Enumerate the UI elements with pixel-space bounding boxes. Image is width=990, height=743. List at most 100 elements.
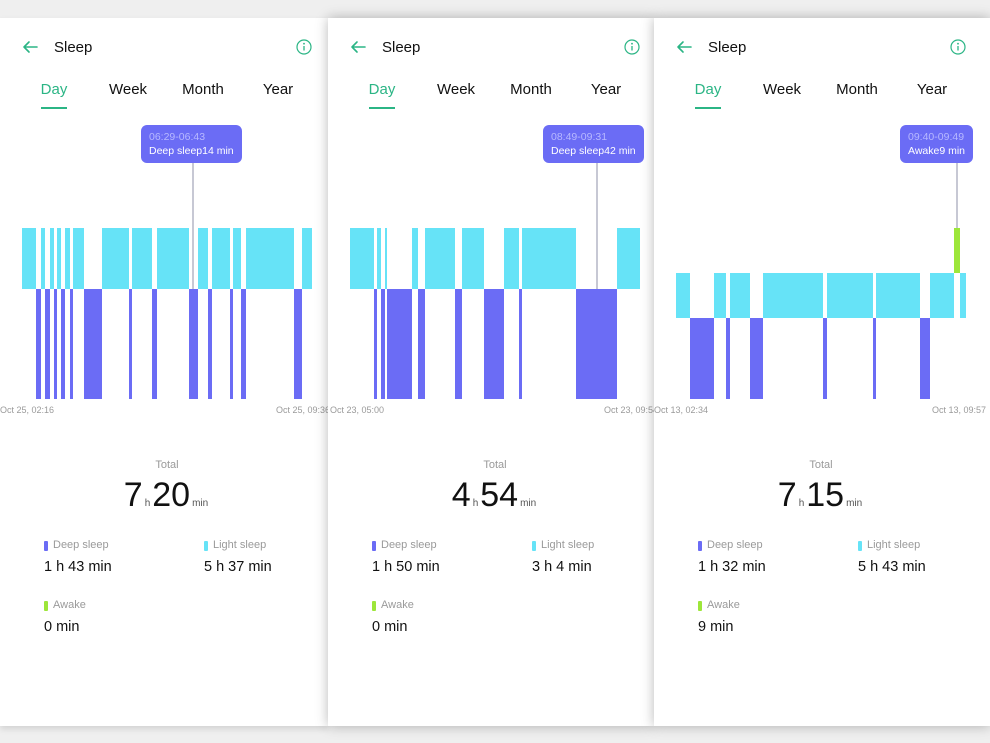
tooltip-time-range: 06:29-06:43 [149, 131, 206, 143]
light-bar [730, 273, 750, 318]
deep-bar [36, 289, 41, 399]
hours-unit: h [472, 498, 479, 509]
deep-bar [519, 289, 522, 399]
deep-bar [750, 318, 763, 399]
light-sleep-label: Light sleep [204, 539, 266, 551]
back-arrow-icon[interactable] [348, 37, 368, 57]
light-bar [73, 228, 84, 289]
deep-bar [455, 289, 462, 399]
light-bar [65, 228, 70, 289]
awake-label: Awake [698, 599, 740, 611]
tab-active-indicator [695, 107, 721, 109]
light-bar [302, 228, 312, 289]
deep-bar [387, 289, 412, 399]
back-arrow-icon[interactable] [20, 37, 40, 57]
tab-month[interactable]: Month [182, 81, 224, 98]
info-icon[interactable] [296, 39, 312, 55]
awake-value: 9 min [698, 619, 734, 635]
deep-bar [152, 289, 157, 399]
deep-sleep-label: Deep sleep [372, 539, 437, 551]
axis-start-label: Oct 23, 05:00 [330, 405, 385, 415]
sleep-panel-1: Sleep Day Week Month Year [0, 18, 328, 726]
light-bar [350, 228, 374, 289]
light-sleep-bars [350, 228, 640, 289]
tab-year[interactable]: Year [262, 81, 294, 98]
segment-tooltip: 06:29-06:43 Deep sleep14 min [141, 125, 242, 163]
total-minutes: 15 [806, 476, 845, 514]
awake-label: Awake [372, 599, 414, 611]
light-bar [50, 228, 54, 289]
light-bar [385, 228, 387, 289]
deep-bar [873, 318, 876, 399]
light-bar [22, 228, 36, 289]
light-bar [377, 228, 381, 289]
page-title: Sleep [708, 39, 747, 56]
light-bar [132, 228, 152, 289]
deep-bar [690, 318, 714, 399]
light-sleep-value: 3 h 4 min [532, 559, 592, 575]
deep-bar [45, 289, 50, 399]
tooltip-time-range: 09:40-09:49 [908, 131, 965, 143]
tab-day[interactable]: Day [368, 81, 396, 98]
light-bar [102, 228, 129, 289]
deep-bar [374, 289, 377, 399]
awake-bars [954, 228, 960, 273]
light-sleep-value: 5 h 43 min [858, 559, 926, 575]
light-bar [960, 273, 966, 318]
deep-bar [230, 289, 233, 399]
tab-week[interactable]: Week [108, 81, 148, 98]
axis-end-label: Oct 25, 09:36 [276, 405, 328, 415]
sleep-panel-3: Sleep Day Week Month Year [654, 18, 990, 726]
tooltip-time-range: 08:49-09:31 [551, 131, 608, 143]
sleep-stage-chart[interactable] [0, 113, 328, 403]
deep-bar [129, 289, 132, 399]
tooltip-text: Deep sleep42 min [551, 145, 636, 157]
deep-bar [61, 289, 65, 399]
tab-month[interactable]: Month [510, 81, 552, 98]
axis-end-label: Oct 13, 09:57 [932, 405, 987, 415]
tab-year[interactable]: Year [916, 81, 948, 98]
light-bar [676, 273, 690, 318]
deep-sleep-value: 1 h 32 min [698, 559, 766, 575]
light-bar [57, 228, 61, 289]
tab-year[interactable]: Year [590, 81, 622, 98]
total-duration: 7 h15 min [778, 476, 864, 515]
tab-day[interactable]: Day [694, 81, 722, 98]
total-label: Total [483, 459, 507, 471]
deep-bar [381, 289, 385, 399]
tab-week[interactable]: Week [762, 81, 802, 98]
deep-bar [294, 289, 302, 399]
tab-month[interactable]: Month [836, 81, 878, 98]
tab-day[interactable]: Day [40, 81, 68, 98]
deep-bar [208, 289, 212, 399]
light-bar [198, 228, 208, 289]
sleep-stage-chart[interactable] [654, 113, 990, 403]
total-hours: 7 [123, 476, 143, 514]
deep-bar [189, 289, 198, 399]
deep-bar [70, 289, 73, 399]
light-bar [157, 228, 189, 289]
awake-value: 0 min [372, 619, 408, 635]
axis-start-label: Oct 13, 02:34 [654, 405, 709, 415]
deep-sleep-value: 1 h 50 min [372, 559, 440, 575]
deep-bar [54, 289, 57, 399]
info-icon[interactable] [624, 39, 640, 55]
light-bar [233, 228, 241, 289]
deep-bar [241, 289, 246, 399]
axis-start-label: Oct 25, 02:16 [0, 405, 55, 415]
minutes-unit: min [520, 498, 537, 509]
info-icon[interactable] [950, 39, 966, 55]
light-bar [412, 228, 418, 289]
sleep-stage-chart[interactable] [328, 113, 654, 403]
light-bar [827, 273, 873, 318]
total-label: Total [809, 459, 833, 471]
tab-week[interactable]: Week [436, 81, 476, 98]
deep-sleep-bars [374, 289, 617, 399]
back-arrow-icon[interactable] [674, 37, 694, 57]
light-bar [876, 273, 920, 318]
light-bar [504, 228, 519, 289]
total-minutes: 20 [152, 476, 191, 514]
light-sleep-bars [676, 273, 966, 318]
segment-tooltip: 08:49-09:31 Deep sleep42 min [543, 125, 644, 163]
page-title: Sleep [54, 39, 93, 56]
